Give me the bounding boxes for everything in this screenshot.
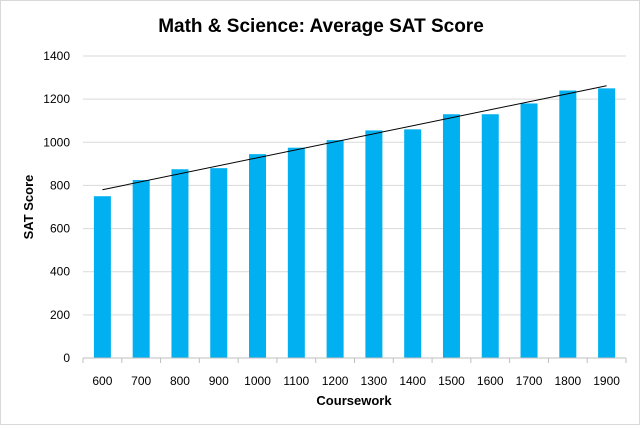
trendline-layer	[102, 85, 607, 191]
x-tick-label: 1600	[477, 374, 504, 388]
x-tick-label: 1700	[516, 374, 543, 388]
bar-700	[132, 180, 150, 358]
bar-1800	[559, 90, 577, 358]
x-tick-label: 1400	[399, 374, 426, 388]
y-tick-labels: 0 200 400 600 800 1000 1200 1400	[43, 49, 70, 365]
y-tick-label: 0	[63, 351, 70, 365]
bar-1600	[481, 114, 499, 358]
y-axis-label: SAT Score	[21, 175, 36, 240]
gridlines	[83, 55, 626, 316]
x-tick-label: 1800	[554, 374, 581, 388]
y-tick-label: 1400	[43, 49, 70, 63]
x-tick-label: 800	[170, 374, 190, 388]
x-tick-label: 1300	[361, 374, 388, 388]
y-tick-label: 800	[50, 178, 70, 192]
bar-1400	[404, 129, 422, 358]
bars	[93, 88, 616, 358]
axes	[82, 357, 627, 363]
bar-1500	[442, 114, 460, 358]
bar-800	[171, 169, 189, 358]
x-tick-label: 1200	[322, 374, 349, 388]
y-tick-label: 400	[50, 265, 70, 279]
bar-1100	[287, 147, 305, 358]
y-tick-label: 200	[50, 308, 70, 322]
x-tick-label: 600	[92, 374, 112, 388]
bar-900	[210, 168, 228, 358]
x-tick-label: 700	[131, 374, 151, 388]
bar-1000	[249, 154, 267, 358]
x-axis-label: Coursework	[316, 393, 392, 408]
chart-title: Math & Science: Average SAT Score	[158, 16, 484, 37]
x-tick-label: 1100	[283, 374, 309, 388]
bar-1300	[365, 130, 383, 358]
y-tick-label: 1000	[43, 135, 70, 149]
y-tick-label: 1200	[43, 92, 70, 106]
x-tick-label: 1500	[438, 374, 465, 388]
x-tick-label: 1900	[593, 374, 620, 388]
y-tick-label: 600	[50, 222, 70, 236]
bar-1200	[326, 140, 344, 358]
trendline	[102, 85, 607, 191]
x-tick-labels: 600 700 800 900 1000 1100 1200 1300 1400 1500 1600…	[92, 374, 620, 388]
bar-1700	[520, 103, 538, 358]
x-tick-label: 1000	[244, 374, 271, 388]
x-tick-label: 900	[209, 374, 229, 388]
bar-600	[93, 196, 111, 358]
bar-1900	[598, 88, 616, 358]
